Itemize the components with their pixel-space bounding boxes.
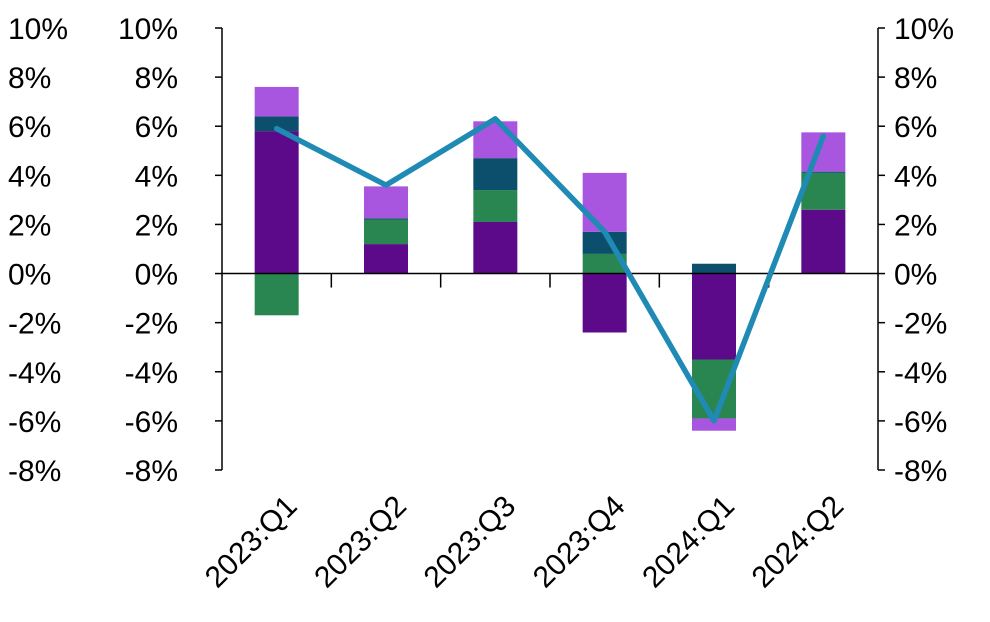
outer-tick-label: -4% xyxy=(8,357,61,390)
bar-segment-3-2023-q3 xyxy=(473,158,518,191)
bar-segment-2-2023-q1 xyxy=(254,273,299,316)
bar-segment-1-2024-q1 xyxy=(692,273,736,360)
right-tick-label: 8% xyxy=(894,62,937,95)
line-series-1 xyxy=(273,116,827,424)
right-tick-label: -4% xyxy=(894,357,947,390)
left-tick-label: -4% xyxy=(125,357,178,390)
left-tick-label: 4% xyxy=(135,160,178,193)
bar-segment-4-2023-q2 xyxy=(364,186,408,219)
bar-stacks xyxy=(254,86,846,431)
zero-line xyxy=(222,272,878,288)
right-tick-label: 4% xyxy=(894,160,937,193)
right-tick-label: 0% xyxy=(894,259,937,292)
category-label: 2023:Q2 xyxy=(308,490,413,595)
category-label: 2023:Q3 xyxy=(418,490,523,595)
left-tick-label: 6% xyxy=(135,111,178,144)
bar-segment-3-2024-q1 xyxy=(692,263,736,274)
outer-tick-label: 2% xyxy=(8,209,51,242)
bar-segment-2-2023-q4 xyxy=(582,253,627,274)
bar-segment-3-2023-q2 xyxy=(364,218,408,220)
outer-tick-label: 10% xyxy=(8,13,68,46)
left-tick-label: -6% xyxy=(125,406,178,439)
left-tick-label: 0% xyxy=(135,259,178,292)
bar-segment-1-2024-q2 xyxy=(801,209,846,274)
outer-tick-label: 8% xyxy=(8,62,51,95)
line-series xyxy=(273,116,827,424)
outer-tick-label: -8% xyxy=(8,455,61,488)
left-axis: 10% 8% 6% 4% 2% 0% -2% -4% -6% -8% xyxy=(118,13,223,488)
right-tick-label: -2% xyxy=(894,308,947,341)
left-tick-label: 10% xyxy=(118,13,178,46)
bar-segment-4-2023-q4 xyxy=(582,172,627,232)
outer-tick-label: 4% xyxy=(8,160,51,193)
left-tick-label: -2% xyxy=(125,308,178,341)
bar-segment-2-2023-q2 xyxy=(364,219,408,245)
bar-segment-3-2024-q2 xyxy=(801,171,846,173)
category-labels: 2023:Q1 2023:Q2 2023:Q3 2023:Q4 2024:Q1 2024:… xyxy=(199,490,850,595)
category-label: 2023:Q1 xyxy=(199,490,304,595)
right-tick-label: 10% xyxy=(894,13,954,46)
bar-segment-1-2023-q3 xyxy=(473,221,518,274)
outer-tick-label: -2% xyxy=(8,308,61,341)
right-tick-label: -6% xyxy=(894,406,947,439)
outer-tick-label: 6% xyxy=(8,111,51,144)
category-label: 2024:Q2 xyxy=(746,490,851,595)
left-tick-label: 8% xyxy=(135,62,178,95)
outer-tick-labels: 10% 8% 6% 4% 2% 0% -2% -4% -6% -8% xyxy=(8,13,68,488)
bar-segment-4-2023-q1 xyxy=(254,86,299,117)
outer-tick-label: -6% xyxy=(8,406,61,439)
right-axis: 10% 8% 6% 4% 2% 0% -2% -4% -6% -8% xyxy=(877,13,954,488)
left-tick-label: 2% xyxy=(135,209,178,242)
outer-tick-label: 0% xyxy=(8,259,51,292)
bar-segment-4-2024-q1 xyxy=(692,418,736,431)
bar-segment-3-2023-q1 xyxy=(254,116,299,132)
bar-segment-2-2023-q3 xyxy=(473,190,518,222)
right-tick-label: 2% xyxy=(894,209,937,242)
bar-segment-1-2023-q4 xyxy=(582,273,627,333)
right-tick-label: -8% xyxy=(894,455,947,488)
bar-segment-1-2023-q1 xyxy=(254,131,299,274)
left-tick-label: -8% xyxy=(125,455,178,488)
right-tick-label: 6% xyxy=(894,111,937,144)
category-label: 2023:Q4 xyxy=(527,490,632,595)
category-label: 2024:Q1 xyxy=(636,490,741,595)
bar-segment-1-2023-q2 xyxy=(364,244,408,274)
